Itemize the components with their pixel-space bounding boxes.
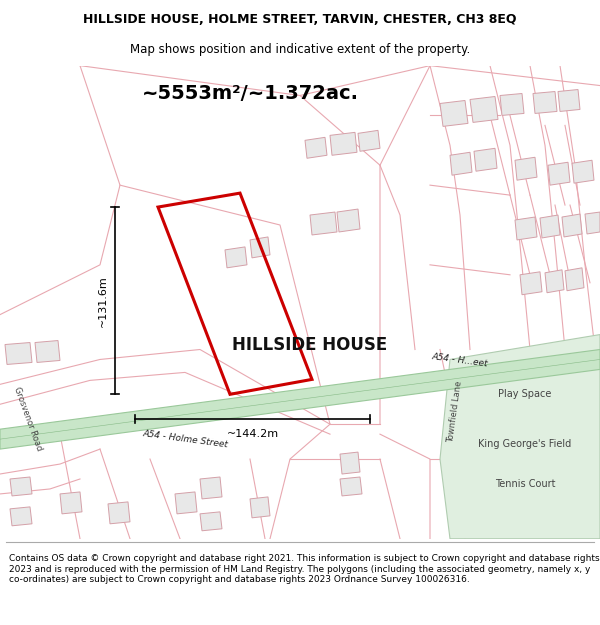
Text: ~131.6m: ~131.6m: [98, 275, 108, 327]
Polygon shape: [310, 212, 337, 235]
Polygon shape: [0, 349, 600, 449]
Polygon shape: [225, 247, 247, 268]
Polygon shape: [440, 101, 468, 126]
Text: Map shows position and indicative extent of the property.: Map shows position and indicative extent…: [130, 42, 470, 56]
Polygon shape: [200, 477, 222, 499]
Polygon shape: [305, 138, 327, 158]
Text: HILLSIDE HOUSE: HILLSIDE HOUSE: [232, 336, 388, 354]
Polygon shape: [358, 131, 380, 151]
Polygon shape: [337, 209, 360, 232]
Text: Grosvenor Road: Grosvenor Road: [12, 386, 44, 452]
Polygon shape: [520, 272, 542, 295]
Text: Townfield Lane: Townfield Lane: [446, 381, 464, 444]
Polygon shape: [10, 507, 32, 526]
Polygon shape: [533, 91, 557, 113]
Text: ~5553m²/~1.372ac.: ~5553m²/~1.372ac.: [142, 84, 359, 103]
Polygon shape: [468, 392, 490, 414]
Text: A54 - H...eet: A54 - H...eet: [431, 352, 488, 369]
Text: Play Space: Play Space: [499, 389, 551, 399]
Text: A54 - Holme Street: A54 - Holme Street: [142, 429, 228, 449]
Polygon shape: [175, 492, 197, 514]
Text: Contains OS data © Crown copyright and database right 2021. This information is : Contains OS data © Crown copyright and d…: [9, 554, 599, 584]
Polygon shape: [108, 502, 130, 524]
Polygon shape: [200, 512, 222, 531]
Polygon shape: [562, 214, 582, 237]
Text: Tennis Court: Tennis Court: [495, 479, 555, 489]
Polygon shape: [5, 342, 32, 364]
Polygon shape: [540, 215, 560, 238]
Polygon shape: [10, 477, 32, 496]
Polygon shape: [500, 94, 524, 116]
Text: King George's Field: King George's Field: [478, 439, 572, 449]
Polygon shape: [450, 152, 472, 175]
Polygon shape: [340, 477, 362, 496]
Polygon shape: [250, 237, 270, 258]
Polygon shape: [572, 160, 594, 183]
Polygon shape: [515, 382, 537, 404]
Polygon shape: [548, 162, 570, 185]
Polygon shape: [250, 497, 270, 518]
Text: HILLSIDE HOUSE, HOLME STREET, TARVIN, CHESTER, CH3 8EQ: HILLSIDE HOUSE, HOLME STREET, TARVIN, CH…: [83, 13, 517, 26]
Polygon shape: [330, 132, 357, 155]
Polygon shape: [565, 268, 584, 291]
Polygon shape: [35, 341, 60, 362]
Polygon shape: [60, 492, 82, 514]
Polygon shape: [585, 212, 600, 234]
Polygon shape: [470, 96, 498, 122]
Polygon shape: [558, 89, 580, 111]
Text: ~144.2m: ~144.2m: [226, 429, 278, 439]
Polygon shape: [515, 217, 537, 240]
Polygon shape: [515, 158, 537, 180]
Polygon shape: [492, 391, 514, 412]
Polygon shape: [440, 334, 600, 539]
Polygon shape: [474, 148, 497, 171]
Polygon shape: [545, 270, 564, 292]
Polygon shape: [340, 452, 360, 474]
